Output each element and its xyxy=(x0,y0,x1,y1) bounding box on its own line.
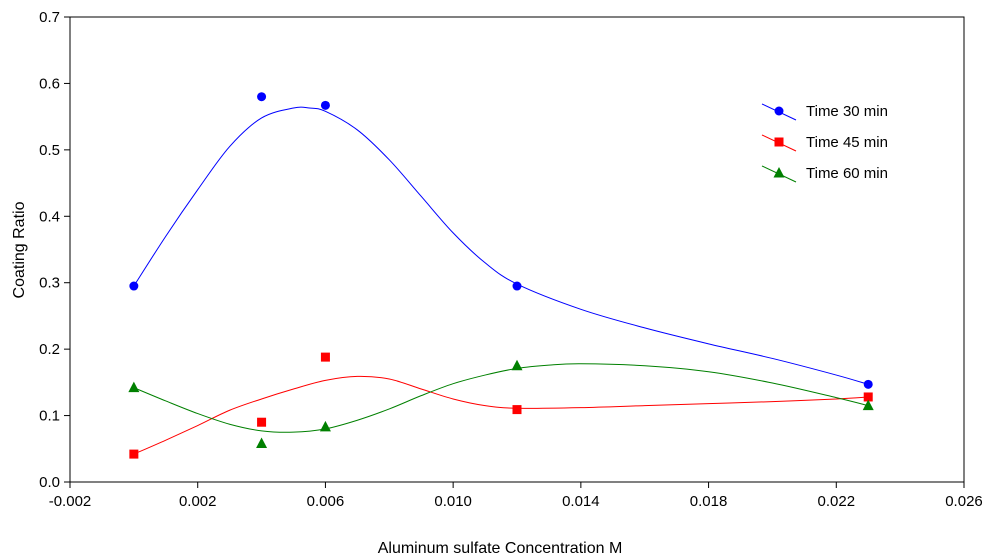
y-tick-label: 0.3 xyxy=(39,275,60,292)
series-fit-curve xyxy=(133,363,869,433)
series-fit-curve xyxy=(133,375,869,455)
x-axis-ticks: -0.002 0.002 0.006 0.010 0.014 0.018 0.022 0.02… xyxy=(49,482,983,510)
data-point xyxy=(512,281,522,291)
data-points xyxy=(128,92,874,459)
legend-marker xyxy=(774,106,784,116)
legend-marker xyxy=(773,167,785,178)
x-tick-label: 0.002 xyxy=(179,493,217,510)
data-point xyxy=(862,399,874,411)
x-tick-label: 0.010 xyxy=(434,493,472,510)
y-axis-title: Coating Ratio xyxy=(11,201,28,298)
legend: Time 30 min Time 45 min Time 60 min xyxy=(761,103,888,183)
fit-curves xyxy=(133,106,869,455)
x-tick-label: -0.002 xyxy=(49,493,92,510)
data-point xyxy=(863,379,873,389)
data-point xyxy=(319,420,331,432)
y-tick-label: 0.6 xyxy=(39,75,60,92)
y-tick-label: 0.7 xyxy=(39,9,60,26)
data-point xyxy=(129,281,139,291)
y-axis-ticks: 0.0 0.1 0.2 0.3 0.4 0.5 0.6 0.7 xyxy=(39,9,70,491)
data-point xyxy=(863,392,873,402)
legend-label: Time 30 min xyxy=(806,103,888,120)
data-point xyxy=(256,437,268,448)
x-tick-label: 0.026 xyxy=(945,493,983,510)
x-tick-label: 0.018 xyxy=(690,493,728,510)
data-point xyxy=(320,352,330,362)
legend-label: Time 60 min xyxy=(806,165,888,182)
x-tick-label: 0.006 xyxy=(307,493,345,510)
y-tick-label: 0.4 xyxy=(39,208,60,225)
x-tick-label: 0.014 xyxy=(562,493,600,510)
x-axis-title: Aluminum sulfate Concentration M xyxy=(378,540,623,557)
y-tick-label: 0.5 xyxy=(39,142,60,159)
x-tick-label: 0.022 xyxy=(818,493,856,510)
data-point xyxy=(511,359,523,371)
legend-marker xyxy=(774,137,784,147)
y-tick-label: 0.1 xyxy=(39,408,60,425)
data-point xyxy=(129,449,139,459)
plot-area xyxy=(69,16,965,483)
y-tick-label: 0.0 xyxy=(39,474,60,491)
data-point xyxy=(257,92,267,102)
data-point xyxy=(512,405,522,415)
data-point xyxy=(320,100,330,110)
data-point xyxy=(128,381,140,393)
data-point xyxy=(257,417,267,427)
series-fit-curve xyxy=(133,106,869,385)
legend-label: Time 45 min xyxy=(806,134,888,151)
y-tick-label: 0.2 xyxy=(39,341,60,358)
